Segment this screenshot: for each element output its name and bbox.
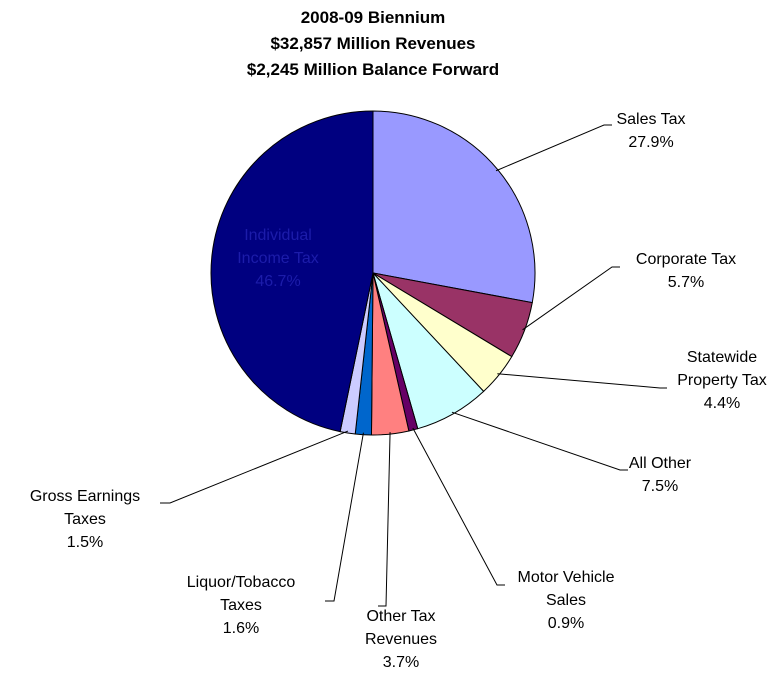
value-label: 5.7% [667, 274, 705, 291]
value-label: 46.7% [255, 273, 301, 290]
category-label: Statewide Property Tax [677, 349, 767, 389]
leader-line [451, 411, 628, 471]
value-label: 1.5% [66, 534, 104, 551]
category-label: Sales Tax [616, 111, 686, 128]
value-label: 1.6% [222, 620, 260, 637]
value-label: 4.4% [703, 395, 741, 412]
slice-label: Corporate Tax 5.7% [621, 248, 751, 294]
category-label: Gross Earnings Taxes [29, 488, 141, 528]
leader-line [160, 430, 349, 504]
slice-label: Liquor/Tobacco Taxes 1.6% [176, 571, 306, 640]
leader-line [412, 427, 505, 586]
slice-label: Statewide Property Tax 4.4% [667, 346, 777, 415]
value-label: 27.9% [628, 134, 674, 151]
value-label: 7.5% [641, 478, 679, 495]
chart-subtitle: $32,857 Million Revenues [270, 34, 476, 53]
category-label: Liquor/Tobacco Taxes [186, 574, 296, 614]
pie-slice [372, 110, 536, 304]
value-label: 0.9% [547, 615, 585, 632]
pie-slice [210, 110, 374, 433]
leader-line [378, 432, 391, 607]
leader-line [495, 124, 612, 172]
slice-label: Sales Tax 27.9% [591, 108, 711, 154]
value-label: 3.7% [382, 654, 420, 671]
category-label: All Other [628, 455, 692, 472]
leader-line [522, 266, 620, 331]
category-label: Other Tax Revenues [364, 608, 438, 648]
slice-label: Gross Earnings Taxes 1.5% [18, 485, 153, 554]
slice-label: Individual Income Tax 46.7% [226, 224, 331, 293]
slice-label: Other Tax Revenues 3.7% [356, 605, 446, 674]
chart-subtitle: $2,245 Million Balance Forward [246, 60, 500, 79]
slice-label: Motor Vehicle Sales 0.9% [506, 566, 626, 635]
category-label: Individual Income Tax [237, 227, 319, 267]
category-label: Motor Vehicle Sales [517, 569, 615, 609]
leader-line [497, 373, 667, 389]
slice-label: All Other 7.5% [610, 452, 710, 498]
category-label: Corporate Tax [635, 251, 737, 268]
chart-title: 2008-09 Biennium [300, 8, 446, 27]
leader-line [325, 432, 364, 602]
